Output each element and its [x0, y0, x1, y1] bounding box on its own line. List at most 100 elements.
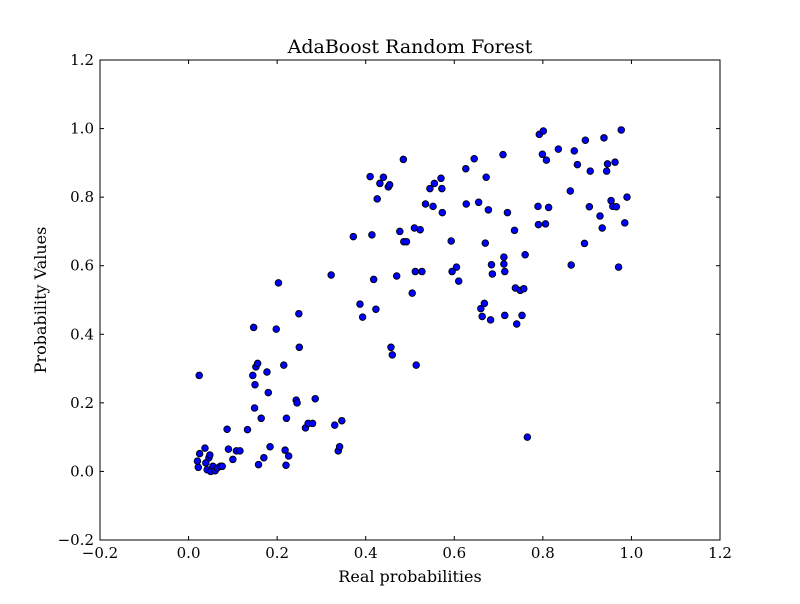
data-point-58 [369, 275, 378, 284]
data-point-20 [243, 425, 252, 434]
data-point-136 [602, 167, 611, 175]
data-point-39 [284, 452, 293, 460]
data-point-117 [534, 220, 543, 229]
axis-ticks: −0.2 0.0 0.2 0.4 0.6 0.8 1.0 1.2 −0.2 0.0 0.2 0.4 0.… [58, 51, 732, 562]
data-point-114 [521, 250, 529, 259]
data-point-80 [429, 202, 437, 211]
data-point-113 [520, 284, 528, 293]
data-point-100 [487, 260, 496, 269]
data-point-97 [482, 173, 490, 182]
data-point-119 [538, 150, 547, 159]
x-tick-label-0: −0.2 [82, 544, 118, 562]
data-point-122 [542, 156, 551, 164]
data-point-31 [264, 388, 273, 397]
data-point-95 [480, 299, 489, 308]
data-point-27 [254, 460, 263, 469]
data-point-105 [501, 267, 509, 276]
y-axis-label: Probability Values [31, 227, 50, 374]
data-point-23 [250, 404, 259, 412]
data-point-37 [282, 461, 290, 470]
data-point-0 [195, 371, 203, 380]
data-point-19 [236, 447, 244, 455]
data-point-116 [534, 202, 542, 211]
data-point-145 [623, 193, 631, 201]
data-point-94 [478, 312, 486, 321]
data-point-47 [311, 394, 319, 403]
data-point-16 [224, 445, 233, 453]
data-point-110 [512, 320, 521, 328]
data-point-46 [308, 419, 317, 428]
data-point-55 [358, 313, 367, 321]
data-point-4 [201, 444, 209, 452]
data-point-65 [387, 343, 395, 352]
y-tick-label-1: 0.0 [70, 462, 94, 480]
data-point-15 [223, 425, 231, 434]
data-point-123 [544, 203, 553, 212]
data-point-99 [486, 316, 495, 324]
data-point-86 [448, 267, 456, 276]
data-point-33 [272, 325, 281, 333]
data-point-42 [295, 309, 303, 318]
data-point-30 [263, 368, 271, 376]
data-point-134 [598, 224, 606, 232]
data-point-132 [586, 167, 594, 175]
data-point-128 [573, 160, 582, 169]
x-tick-label-2: 0.2 [265, 544, 289, 562]
data-point-89 [462, 164, 470, 173]
data-point-112 [518, 311, 526, 320]
x-tick-label-5: 0.8 [531, 544, 555, 562]
data-point-104 [500, 260, 508, 268]
data-point-76 [416, 225, 424, 234]
data-point-43 [295, 343, 304, 352]
data-point-127 [570, 147, 579, 155]
data-point-1 [193, 457, 202, 465]
data-point-24 [251, 380, 259, 389]
data-point-32 [266, 442, 274, 451]
data-point-28 [257, 414, 265, 423]
data-point-8 [206, 451, 214, 459]
data-point-69 [399, 155, 408, 164]
data-point-77 [418, 267, 426, 276]
y-tick-label-3: 0.4 [70, 325, 94, 343]
data-point-102 [499, 150, 507, 159]
data-point-62 [379, 173, 388, 182]
data-point-74 [411, 267, 420, 276]
data-point-87 [452, 263, 461, 271]
data-point-107 [503, 208, 512, 217]
data-point-75 [412, 361, 420, 369]
y-tick-label-6: 1.0 [70, 120, 94, 138]
x-tick-label-1: 0.0 [177, 544, 201, 562]
data-point-125 [566, 187, 575, 195]
data-point-82 [437, 174, 445, 183]
data-point-130 [581, 136, 590, 144]
data-point-35 [280, 361, 288, 369]
data-point-133 [596, 212, 604, 220]
data-point-83 [438, 184, 446, 193]
data-point-56 [366, 172, 374, 181]
data-point-60 [373, 195, 381, 203]
data-point-81 [430, 179, 439, 188]
data-point-120 [539, 127, 548, 135]
data-point-96 [481, 239, 490, 247]
data-point-98 [484, 206, 493, 214]
data-point-124 [554, 145, 563, 153]
data-point-92 [474, 198, 483, 207]
x-tick-label-3: 0.4 [354, 544, 378, 562]
data-point-26 [253, 359, 262, 368]
data-point-93 [477, 304, 485, 313]
data-point-143 [617, 126, 625, 134]
data-point-34 [274, 279, 283, 287]
data-point-71 [402, 237, 411, 246]
data-point-129 [580, 239, 589, 248]
data-point-2 [194, 463, 203, 472]
data-point-61 [376, 179, 384, 188]
data-point-57 [368, 231, 376, 239]
data-point-84 [438, 208, 447, 217]
data-point-38 [282, 414, 291, 423]
data-point-90 [462, 200, 470, 208]
x-tick-label-4: 0.6 [442, 544, 466, 562]
y-tick-label-5: 0.8 [70, 188, 94, 206]
data-point-142 [614, 263, 623, 271]
